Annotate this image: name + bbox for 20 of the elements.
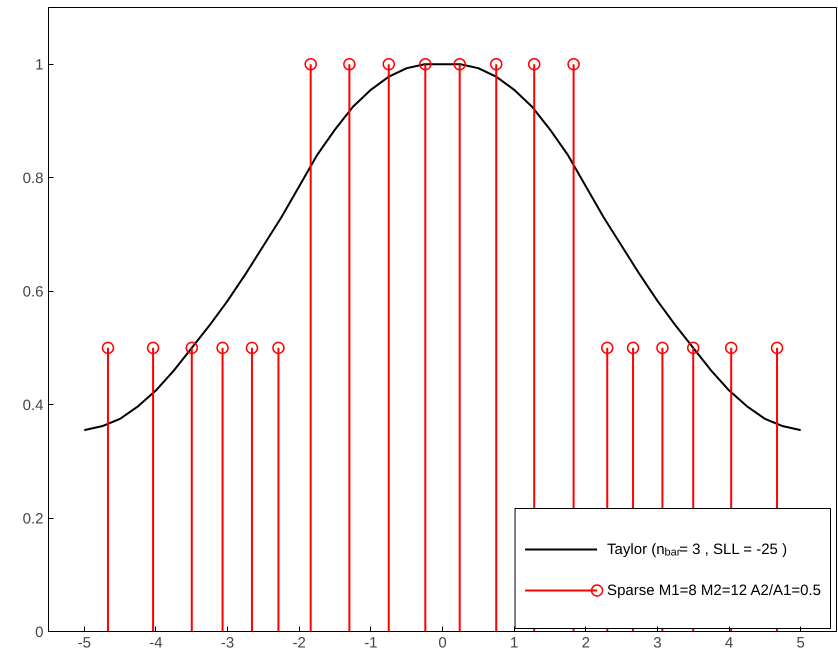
legend-label: Sparse M1=8 M2=12 A2/A1=0.5 xyxy=(607,582,821,599)
y-tick-label: 0.6 xyxy=(22,284,44,301)
x-tick-label: 1 xyxy=(510,634,518,652)
x-tick-label: 5 xyxy=(796,634,805,652)
x-tick-label: 2 xyxy=(582,634,590,652)
y-tick-label: 0.4 xyxy=(22,397,44,414)
x-tick-label: 3 xyxy=(653,634,662,652)
x-tick-label: -1 xyxy=(364,634,378,652)
x-tick-label: -5 xyxy=(78,634,91,652)
legend-label: Taylor (nbar= 3 , SLL = -25 ) xyxy=(607,541,788,558)
y-tick-label: 0.8 xyxy=(22,170,44,188)
y-tick-label: 0.2 xyxy=(22,510,44,528)
x-tick-label: -3 xyxy=(220,634,234,652)
x-tick-label: 4 xyxy=(724,634,734,652)
x-tick-label: 0 xyxy=(438,634,447,652)
x-tick-label: -2 xyxy=(292,634,306,652)
y-tick-label: 1 xyxy=(35,56,44,74)
y-tick-label: 0 xyxy=(35,624,44,641)
x-tick-label: -4 xyxy=(149,634,163,652)
line-series xyxy=(83,63,802,432)
